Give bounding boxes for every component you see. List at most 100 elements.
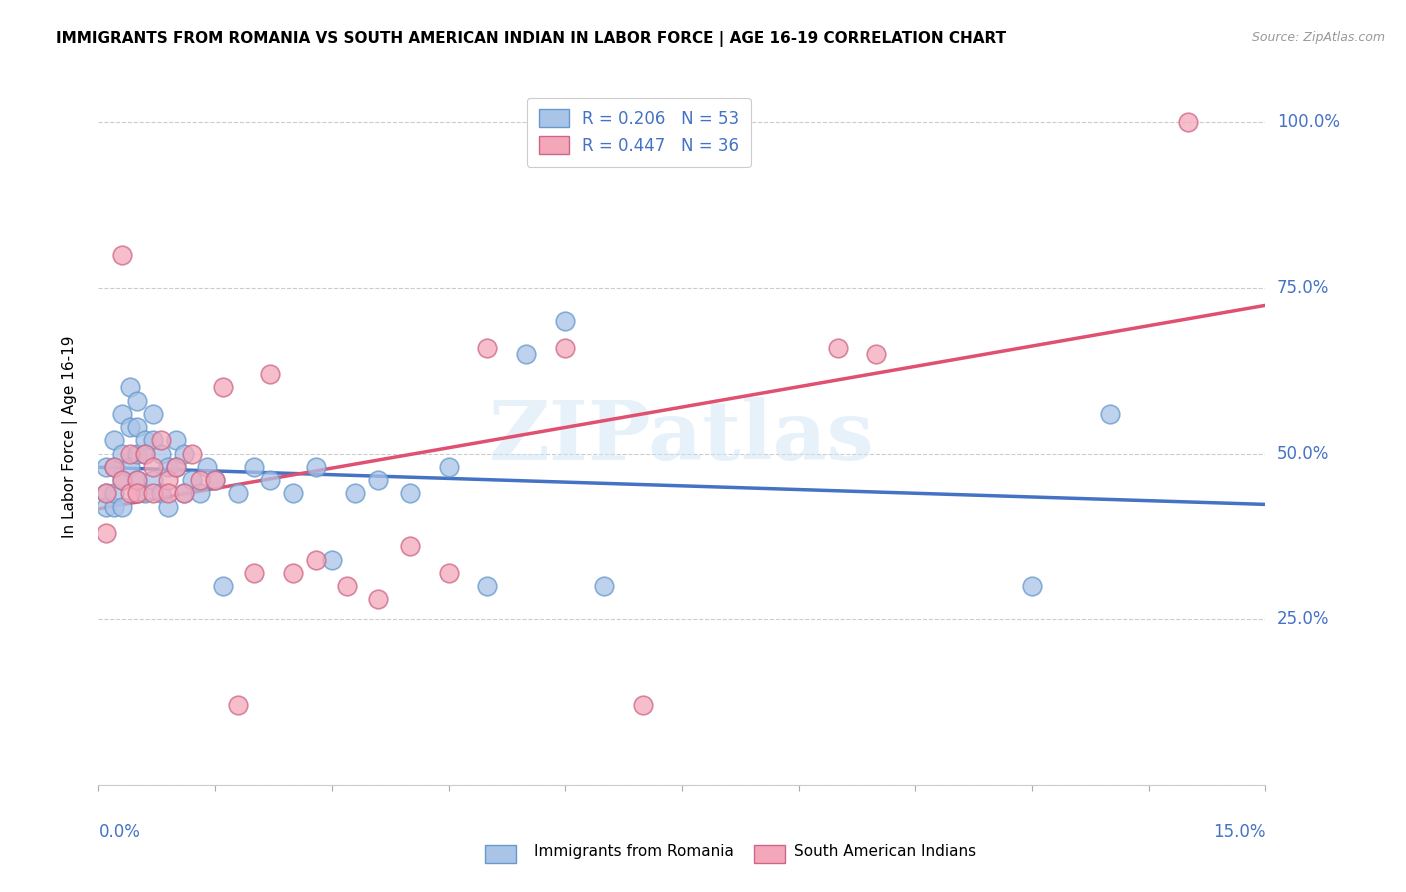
Point	[180, 473, 202, 487]
Point	[204, 473, 226, 487]
Point	[1021, 579, 1043, 593]
Point	[398, 486, 420, 500]
Text: IMMIGRANTS FROM ROMANIA VS SOUTH AMERICAN INDIAN IN LABOR FORCE | AGE 16-19 CORR: IMMIGRANTS FROM ROMANIA VS SOUTH AMERICA…	[56, 31, 1007, 47]
Point	[96, 526, 118, 541]
Point	[103, 459, 125, 474]
Bar	[754, 845, 785, 863]
Point	[188, 473, 211, 487]
Point	[305, 552, 328, 566]
Point	[180, 447, 202, 461]
Point	[165, 459, 187, 474]
Point	[118, 486, 141, 500]
Point	[127, 420, 149, 434]
Point	[195, 459, 218, 474]
Text: 100.0%: 100.0%	[1277, 113, 1340, 131]
Point	[127, 447, 149, 461]
Point	[188, 486, 211, 500]
Point	[157, 459, 180, 474]
Point	[165, 434, 187, 448]
Text: 50.0%: 50.0%	[1277, 444, 1330, 463]
Point	[165, 459, 187, 474]
Point	[134, 447, 156, 461]
Point	[111, 447, 134, 461]
Text: ZIPatlas: ZIPatlas	[489, 397, 875, 477]
Point	[134, 486, 156, 500]
Point	[149, 447, 172, 461]
Point	[631, 698, 654, 713]
Point	[96, 486, 118, 500]
Point	[259, 367, 281, 381]
Point	[134, 447, 156, 461]
Text: 25.0%: 25.0%	[1277, 610, 1330, 628]
Point	[149, 434, 172, 448]
Point	[157, 473, 180, 487]
Point	[127, 473, 149, 487]
Point	[515, 347, 537, 361]
Y-axis label: In Labor Force | Age 16-19: In Labor Force | Age 16-19	[62, 335, 77, 539]
Point	[477, 341, 499, 355]
Text: Source: ZipAtlas.com: Source: ZipAtlas.com	[1251, 31, 1385, 45]
Point	[173, 486, 195, 500]
Point	[142, 434, 165, 448]
Point	[111, 473, 134, 487]
Point	[1177, 115, 1199, 129]
Point	[103, 459, 125, 474]
Point	[281, 486, 304, 500]
Point	[157, 500, 180, 514]
Point	[344, 486, 367, 500]
Bar	[485, 845, 516, 863]
Point	[367, 592, 389, 607]
Point	[149, 486, 172, 500]
Point	[398, 540, 420, 554]
Point	[437, 566, 460, 580]
Point	[134, 434, 156, 448]
Point	[1098, 407, 1121, 421]
Point	[103, 434, 125, 448]
Text: 0.0%: 0.0%	[98, 823, 141, 841]
Point	[127, 473, 149, 487]
Point	[593, 579, 616, 593]
Point	[111, 407, 134, 421]
Legend: R = 0.206   N = 53, R = 0.447   N = 36: R = 0.206 N = 53, R = 0.447 N = 36	[527, 97, 751, 167]
Point	[111, 473, 134, 487]
Point	[142, 407, 165, 421]
Point	[173, 486, 195, 500]
Point	[142, 473, 165, 487]
Text: 75.0%: 75.0%	[1277, 279, 1330, 297]
Point	[127, 393, 149, 408]
Text: Immigrants from Romania: Immigrants from Romania	[534, 845, 734, 859]
Point	[118, 420, 141, 434]
Point	[103, 486, 125, 500]
Point	[827, 341, 849, 355]
Point	[865, 347, 887, 361]
Text: 15.0%: 15.0%	[1213, 823, 1265, 841]
Text: South American Indians: South American Indians	[794, 845, 977, 859]
Point	[554, 341, 576, 355]
Point	[111, 500, 134, 514]
Point	[228, 486, 250, 500]
Point	[204, 473, 226, 487]
Point	[96, 459, 118, 474]
Point	[477, 579, 499, 593]
Point	[305, 459, 328, 474]
Point	[437, 459, 460, 474]
Point	[259, 473, 281, 487]
Point	[127, 486, 149, 500]
Point	[96, 486, 118, 500]
Point	[118, 459, 141, 474]
Point	[96, 500, 118, 514]
Point	[142, 486, 165, 500]
Point	[228, 698, 250, 713]
Point	[321, 552, 343, 566]
Point	[367, 473, 389, 487]
Point	[118, 380, 141, 394]
Point	[142, 459, 165, 474]
Point	[212, 380, 235, 394]
Point	[336, 579, 359, 593]
Point	[173, 447, 195, 461]
Point	[111, 248, 134, 262]
Point	[103, 500, 125, 514]
Point	[157, 486, 180, 500]
Point	[118, 447, 141, 461]
Point	[243, 566, 266, 580]
